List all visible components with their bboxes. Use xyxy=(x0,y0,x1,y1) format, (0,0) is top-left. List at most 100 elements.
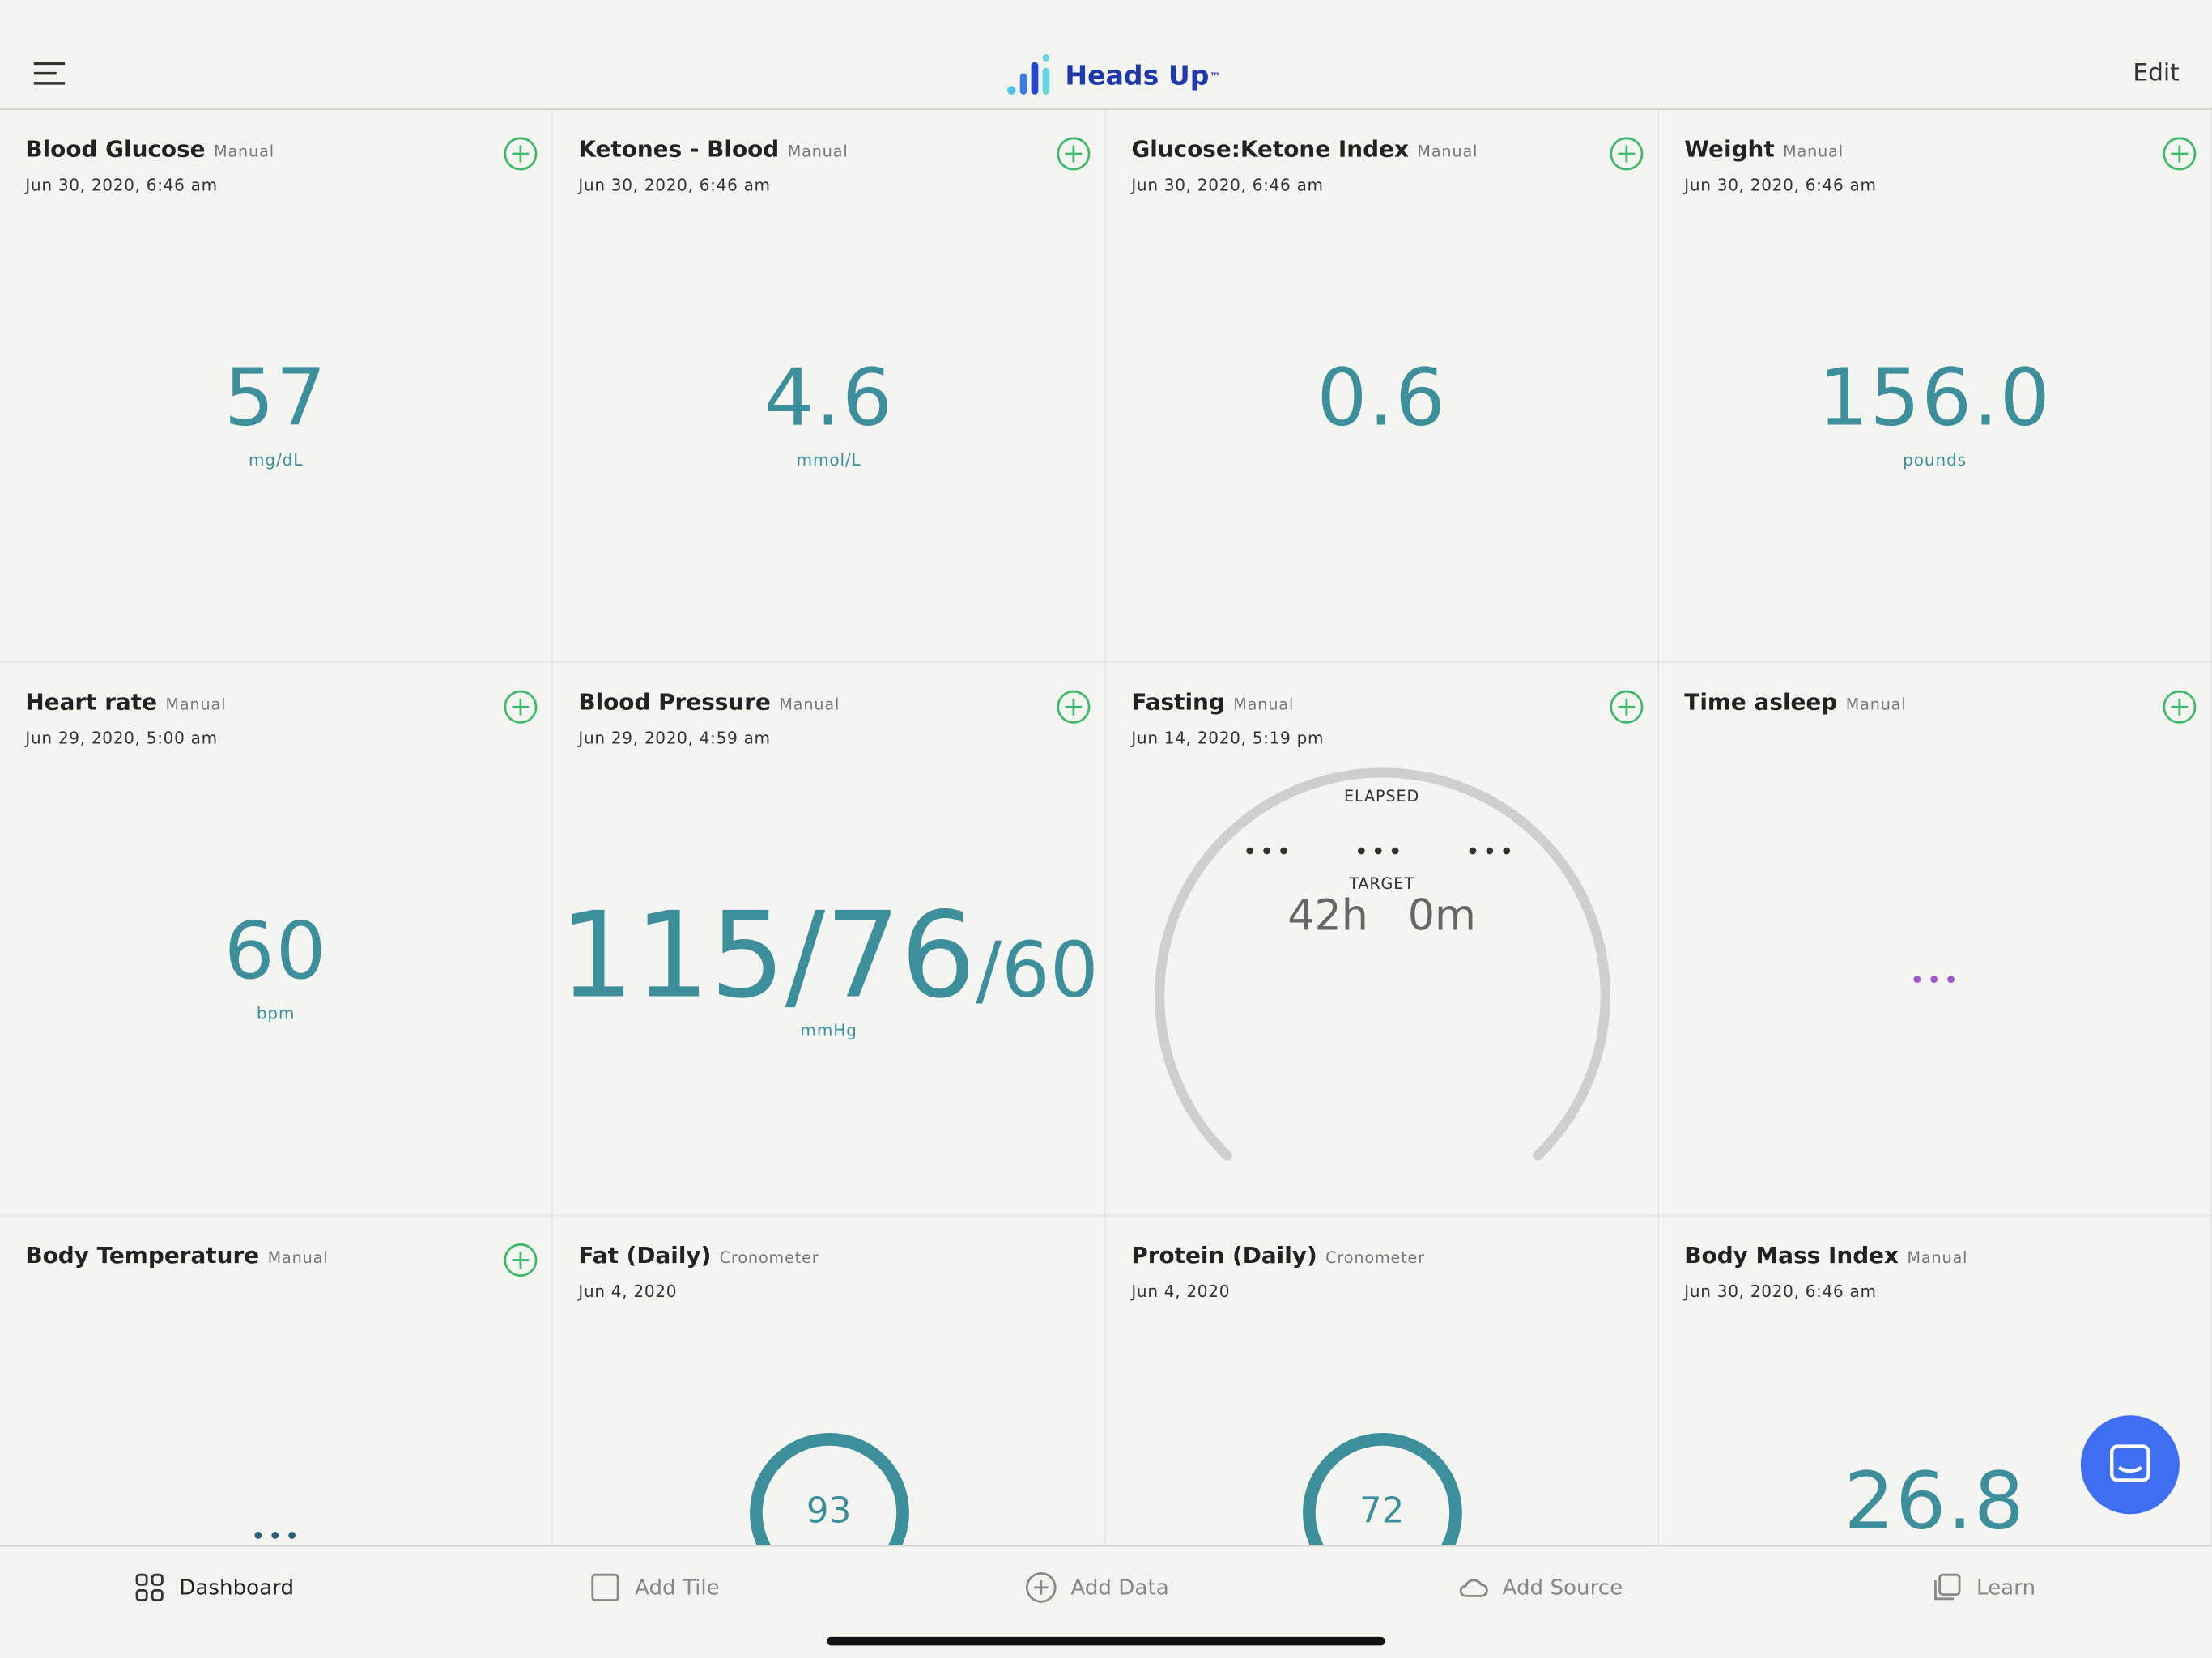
edit-button[interactable]: Edit xyxy=(2133,59,2180,88)
dot xyxy=(1374,847,1382,855)
tile-title: Time asleep xyxy=(1684,688,1838,716)
tile-title: Fat (Daily) xyxy=(578,1241,712,1269)
ring-value: 93 xyxy=(806,1490,852,1532)
tile-header: Heart rate Manual xyxy=(25,689,226,716)
add-plus xyxy=(1065,698,1083,716)
loading-dots xyxy=(254,1532,296,1539)
tile-title: Weight xyxy=(1684,135,1775,163)
target-minutes: 0m xyxy=(1407,891,1476,942)
logo: Heads Up™ xyxy=(1065,61,1220,91)
tile-header: Blood Pressure Manual xyxy=(578,689,840,716)
tile-date: Jun 30, 2020, 6:46 am xyxy=(578,175,771,195)
add-circle xyxy=(1057,137,1091,171)
bp-value: 115/76 xyxy=(559,886,976,1025)
tile-value: 57 xyxy=(223,352,328,445)
add-plus xyxy=(1065,145,1083,163)
tile: Blood Pressure Manual Jun 29, 2020, 4:59 a… xyxy=(552,663,1106,1217)
nav-label: Add Data xyxy=(1070,1575,1169,1601)
dot xyxy=(1947,976,1955,983)
tile-source: Manual xyxy=(214,142,274,161)
add-button[interactable] xyxy=(502,689,538,725)
nav-icon xyxy=(135,1573,164,1601)
tile: Ketones - Blood Manual Jun 30, 2020, 6:46 … xyxy=(552,109,1106,664)
add-button[interactable] xyxy=(1608,135,1644,172)
elapsed-label: ELAPSED xyxy=(1344,787,1420,806)
menu-button[interactable] xyxy=(31,59,67,87)
logo-icon xyxy=(1007,54,1050,95)
nav-label: Dashboard xyxy=(179,1575,295,1601)
logo-text: Heads Up xyxy=(1065,60,1210,92)
tile-date: Jun 29, 2020, 4:59 am xyxy=(578,728,771,748)
tile-header: Glucose:Ketone Index Manual xyxy=(1131,135,1478,162)
target-value: 42h 0m xyxy=(1106,892,1657,942)
nav-item[interactable]: Learn xyxy=(1931,1572,2035,1603)
dot xyxy=(1486,847,1494,855)
add-button[interactable] xyxy=(502,135,538,172)
add-button[interactable] xyxy=(2161,689,2197,725)
nav-label: Learn xyxy=(1976,1575,2036,1601)
tile: Fat (Daily) Cronometer Jun 4, 2020 93 xyxy=(552,1216,1106,1547)
add-button[interactable] xyxy=(1055,689,1091,725)
add-button[interactable] xyxy=(1608,689,1644,725)
tile: Body Mass Index Manual Jun 30, 2020, 6:46 … xyxy=(1658,1216,2212,1547)
nav-icon xyxy=(1459,1579,1488,1597)
tile-header: Blood Glucose Manual xyxy=(25,135,274,162)
tile-date: Jun 4, 2020 xyxy=(1131,1281,1231,1302)
tile-header: Fasting Manual xyxy=(1131,689,1294,716)
tile-title: Body Mass Index xyxy=(1684,1241,1899,1269)
add-button[interactable] xyxy=(502,1242,538,1278)
chat-button[interactable] xyxy=(2079,1414,2184,1518)
add-circle xyxy=(504,690,538,724)
progress-ring xyxy=(750,1433,909,1545)
add-button[interactable] xyxy=(1055,135,1091,172)
nav-item[interactable]: Add Tile xyxy=(589,1572,720,1603)
ring-value: 72 xyxy=(1359,1490,1405,1532)
tile: Fasting Manual Jun 14, 2020, 5:19 pm ELAPSE… xyxy=(1105,663,1659,1217)
add-button[interactable] xyxy=(2161,135,2197,172)
add-plus xyxy=(512,1252,530,1269)
nav-item[interactable]: Dashboard xyxy=(134,1572,295,1603)
ring xyxy=(750,1433,909,1545)
trademark: ™ xyxy=(1209,70,1221,83)
add-circle xyxy=(1610,690,1644,724)
nav-icon xyxy=(1026,1572,1057,1603)
tile-header: Protein (Daily) Cronometer xyxy=(1131,1242,1425,1269)
progress-ring xyxy=(1303,1433,1462,1545)
elapsed-dots xyxy=(1469,847,1511,855)
tile-header: Ketones - Blood Manual xyxy=(578,135,848,162)
tile-date: Jun 29, 2020, 5:00 am xyxy=(25,728,218,748)
tile: Body Temperature Manual xyxy=(0,1216,553,1547)
add-plus xyxy=(1618,145,1636,163)
nav-label: Add Source xyxy=(1502,1575,1623,1601)
dot xyxy=(1469,847,1477,855)
add-circle xyxy=(504,1243,538,1278)
add-circle xyxy=(2163,137,2197,171)
nav-item[interactable]: Add Source xyxy=(1457,1572,1623,1603)
target-label: TARGET xyxy=(1349,874,1414,894)
tile-title: Blood Glucose xyxy=(25,135,206,163)
tile-source: Manual xyxy=(1233,695,1295,714)
gauge-arc xyxy=(1155,767,1610,1161)
tile-value: 4.6 xyxy=(764,352,894,445)
nav-item[interactable]: Add Data xyxy=(1026,1572,1169,1603)
elapsed-dots xyxy=(1357,847,1399,855)
tile-unit: bpm xyxy=(256,1003,296,1023)
tile-header: Time asleep Manual xyxy=(1684,689,1906,716)
add-circle xyxy=(504,137,538,171)
tile-value: 156.0 xyxy=(1818,352,2052,445)
tile: Protein (Daily) Cronometer Jun 4, 2020 72 xyxy=(1105,1216,1659,1547)
loading-dots xyxy=(1913,976,1955,983)
tile-value: 115/76/60 xyxy=(553,886,1104,1025)
tile-value: 0.6 xyxy=(1317,352,1447,445)
tile-source: Manual xyxy=(267,1248,329,1268)
dot xyxy=(1280,847,1287,855)
tile-header: Fat (Daily) Cronometer xyxy=(578,1242,819,1269)
tile-unit: pounds xyxy=(1903,450,1967,470)
add-plus xyxy=(512,145,530,163)
ring xyxy=(1303,1433,1462,1545)
tile-date: Jun 30, 2020, 6:46 am xyxy=(1684,175,1877,195)
elapsed-dots xyxy=(1246,847,1287,855)
add-circle xyxy=(1610,137,1644,171)
add-circle xyxy=(1057,690,1091,724)
tile-title: Blood Pressure xyxy=(578,688,771,716)
